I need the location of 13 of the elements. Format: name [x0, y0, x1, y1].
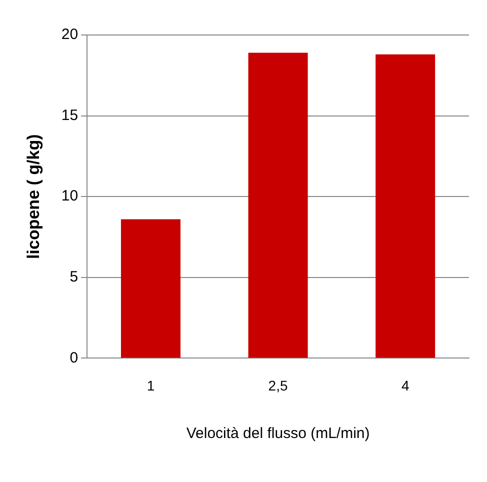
y-tick-label: 0: [70, 349, 78, 366]
y-tick-label: 5: [70, 268, 78, 286]
x-axis-title: Velocità del flusso (mL/min): [186, 425, 370, 442]
y-tick-label: 15: [61, 106, 78, 124]
x-tick-label: 4: [401, 377, 410, 394]
y-tick-label: 10: [61, 188, 78, 205]
y-axis-title: licopene ( g/kg): [24, 134, 43, 259]
x-tick-label: 2,5: [268, 377, 288, 394]
x-tick-label: 1: [146, 377, 155, 394]
y-tick-label: 20: [61, 26, 78, 44]
bar: [376, 54, 436, 358]
bar: [120, 219, 180, 358]
bar: [248, 52, 308, 358]
